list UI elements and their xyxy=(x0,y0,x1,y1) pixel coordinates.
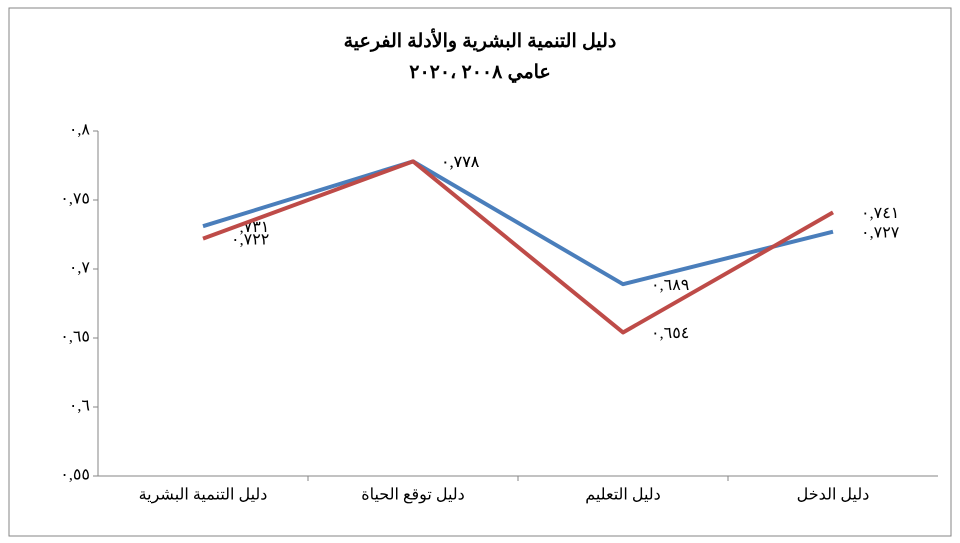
data-label: ٠,٧٧٨ xyxy=(441,154,480,171)
y-tick-label: ٠,٦ xyxy=(69,398,90,415)
chart-title: دليل التنمية البشرية والأدلة الفرعية xyxy=(344,28,617,52)
data-label: ٠,٧٧٨ xyxy=(441,154,480,171)
y-tick-label: ٠,٧٥ xyxy=(60,191,90,208)
chart-subtitle: عامي ٢٠٠٨ ،٢٠٢٠ xyxy=(409,62,551,84)
x-tick-label: دليل توقع الحياة xyxy=(361,487,465,504)
y-tick-label: ٠,٧ xyxy=(69,260,91,277)
data-label: ٠,٧٤١ xyxy=(861,205,899,222)
data-label: ٠,٧٢٢ xyxy=(231,231,269,248)
data-label: ٠,٧٢٧ xyxy=(861,224,900,241)
y-tick-label: ٠,٨ xyxy=(69,122,91,139)
line-series xyxy=(202,159,834,335)
x-tick-label: دليل التنمية البشرية xyxy=(139,487,268,504)
line-series xyxy=(202,159,834,287)
x-tick-label: دليل التعليم xyxy=(585,487,661,504)
y-tick-label: ٠,٥٥ xyxy=(60,467,90,484)
data-label: ٠,٦٥٤ xyxy=(651,325,689,342)
x-tick-label: دليل الدخل xyxy=(797,487,870,504)
y-tick-label: ٠,٦٥ xyxy=(60,329,90,346)
data-label: ٠,٦٨٩ xyxy=(651,277,689,294)
chart-frame xyxy=(8,7,952,537)
